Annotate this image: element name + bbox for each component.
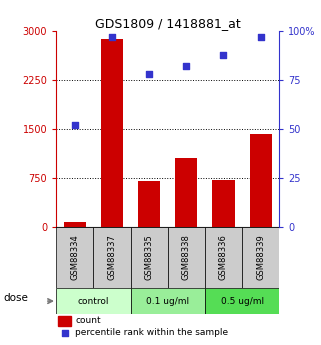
Bar (93, 227, 131, 288)
Bar (175, 158, 197, 227)
Bar (56, 288, 131, 314)
Point (258, 34, 263, 40)
Text: GSM88334: GSM88334 (70, 235, 79, 280)
Bar (101, 39, 123, 227)
Text: dose: dose (3, 294, 28, 303)
Point (221, 52, 226, 57)
Text: GSM88338: GSM88338 (182, 235, 191, 280)
Bar (131, 288, 205, 314)
Text: count: count (75, 316, 101, 325)
Text: 0.1 ug/ml: 0.1 ug/ml (146, 297, 189, 306)
Bar (58, 316, 71, 326)
Bar (242, 227, 279, 288)
Bar (56, 227, 93, 288)
Bar (138, 181, 160, 227)
Bar (205, 227, 242, 288)
Text: 0.5 ug/ml: 0.5 ug/ml (221, 297, 264, 306)
Bar (168, 227, 205, 288)
Text: GSM88336: GSM88336 (219, 235, 228, 280)
Bar (64, 222, 86, 227)
Bar (131, 227, 168, 288)
Text: percentile rank within the sample: percentile rank within the sample (75, 328, 228, 337)
Text: GSM88339: GSM88339 (256, 235, 265, 280)
Text: GSM88335: GSM88335 (145, 235, 154, 280)
Text: control: control (78, 297, 109, 306)
Point (184, 63, 189, 69)
Bar (205, 288, 279, 314)
Point (72, 122, 77, 128)
Bar (249, 134, 272, 227)
Point (62, 330, 67, 336)
Text: GSM88337: GSM88337 (108, 235, 117, 280)
Title: GDS1809 / 1418881_at: GDS1809 / 1418881_at (95, 17, 241, 30)
Bar (213, 180, 235, 227)
Point (147, 71, 152, 77)
Point (109, 34, 115, 40)
